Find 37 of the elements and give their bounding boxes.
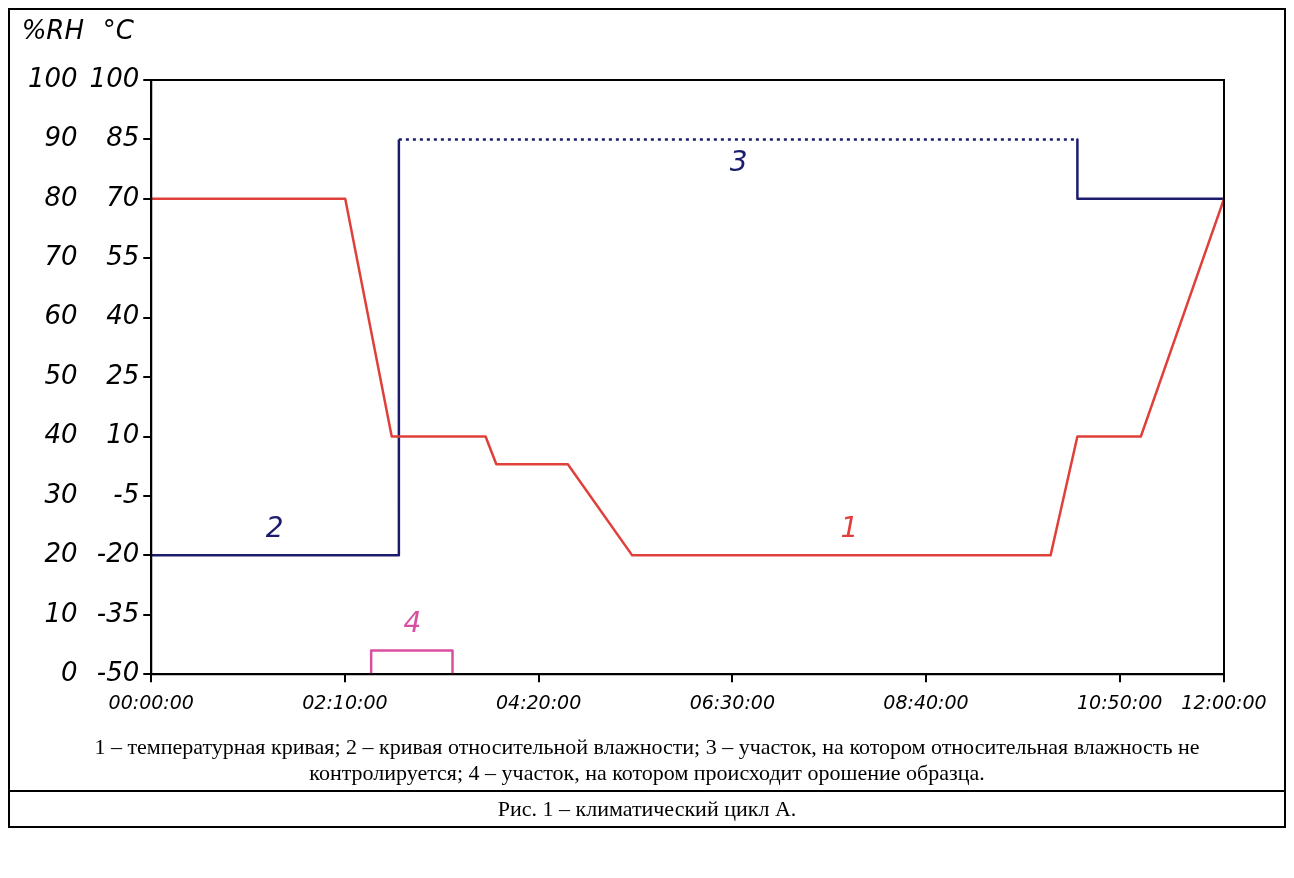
x-tick-label: 04:20:00 bbox=[495, 690, 582, 713]
y-tick-label: 90 bbox=[44, 122, 78, 153]
x-tick-label: 08:40:00 bbox=[883, 690, 969, 713]
text: Рис. 1 – климатический цикл А. bbox=[10, 790, 1284, 826]
annotation: 2 bbox=[265, 510, 284, 544]
y-tick-label: 100 bbox=[27, 62, 78, 93]
annotation: 3 bbox=[729, 144, 748, 178]
y2-tick-label: -5 bbox=[113, 478, 140, 509]
y-tick-label: 0 bbox=[61, 656, 78, 687]
y-tick-label: 20 bbox=[44, 538, 78, 569]
x-tick-label: 12:00:00 bbox=[1181, 690, 1267, 713]
y-tick-label: 30 bbox=[44, 478, 78, 509]
y2-tick-label: 55 bbox=[106, 241, 140, 272]
text: 1 – температурная кривая; 2 – кривая относительной влажности; 3 – участок, на котором относительная влажность не контролируется; 4 – участок, на котором происходит орошение образца. bbox=[93, 733, 1201, 787]
y2-axis-title: °C bbox=[102, 14, 135, 45]
y2-tick-label: -35 bbox=[96, 597, 140, 628]
x-tick-label: 00:00:00 bbox=[108, 690, 194, 713]
y2-tick-label: 10 bbox=[106, 419, 140, 450]
x-tick-label: 10:50:00 bbox=[1077, 690, 1163, 713]
x-tick-label: 06:30:00 bbox=[689, 690, 775, 713]
y2-tick-label: 85 bbox=[106, 122, 140, 153]
y2-tick-label: -50 bbox=[96, 656, 140, 687]
y-tick-label: 10 bbox=[44, 597, 78, 628]
y2-tick-label: 70 bbox=[106, 181, 140, 212]
annotation: 4 bbox=[403, 605, 422, 639]
y2-tick-label: 40 bbox=[106, 300, 140, 331]
y-tick-label: 60 bbox=[44, 300, 78, 331]
y-tick-label: 70 bbox=[44, 241, 78, 272]
y-axis-title: %RH bbox=[21, 14, 84, 45]
y2-tick-label: -20 bbox=[96, 538, 140, 569]
y-tick-label: 80 bbox=[44, 181, 78, 212]
y-tick-label: 50 bbox=[44, 359, 78, 390]
x-tick-label: 02:10:00 bbox=[302, 690, 388, 713]
y2-tick-label: 100 bbox=[89, 62, 140, 93]
y2-tick-label: 25 bbox=[106, 359, 140, 390]
annotation: 1 bbox=[840, 510, 859, 544]
y-tick-label: 40 bbox=[44, 419, 78, 450]
